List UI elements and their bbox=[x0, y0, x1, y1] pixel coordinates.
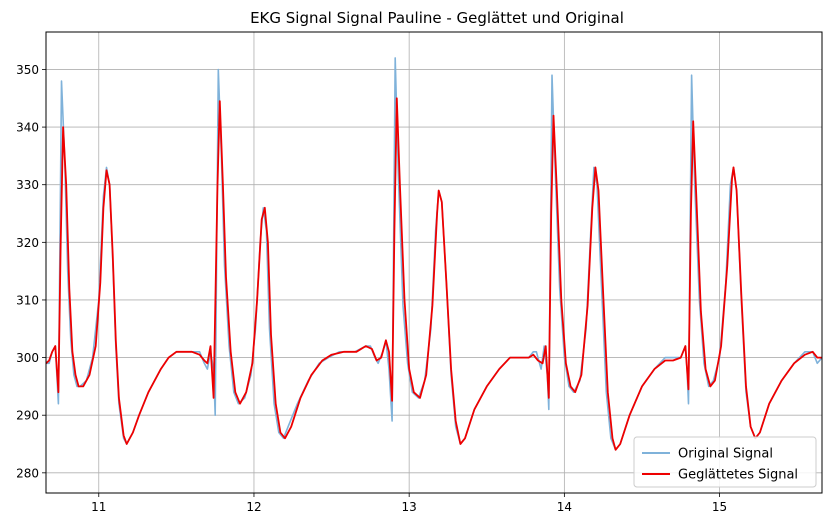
plot-frame bbox=[45, 31, 823, 494]
legend-box bbox=[633, 436, 817, 488]
y-tick-label: 300 bbox=[16, 351, 39, 365]
y-tick-label: 320 bbox=[16, 236, 39, 250]
x-tick-label: 14 bbox=[557, 500, 572, 514]
x-tick-label: 12 bbox=[246, 500, 261, 514]
y-tick-label: 280 bbox=[16, 466, 39, 480]
x-axis: 11 12 13 14 15 bbox=[91, 493, 727, 514]
x-tick-label: 15 bbox=[712, 500, 727, 514]
legend-label-original: Original Signal bbox=[678, 447, 773, 462]
legend: Original Signal Geglättetes Signal bbox=[633, 436, 817, 488]
x-tick-label: 13 bbox=[402, 500, 417, 514]
y-tick-label: 340 bbox=[16, 121, 39, 135]
y-tick-label: 330 bbox=[16, 178, 39, 192]
y-tick-label: 290 bbox=[16, 409, 39, 423]
y-axis: 280 290 300 310 320 330 340 350 bbox=[16, 63, 46, 480]
x-tick-label: 11 bbox=[91, 500, 106, 514]
chart-title: EKG Signal Signal Pauline - Geglättet un… bbox=[250, 9, 624, 27]
plot-area bbox=[46, 57, 822, 451]
y-tick-label: 350 bbox=[16, 63, 39, 77]
y-tick-label: 310 bbox=[16, 293, 39, 307]
series-line-smoothed bbox=[46, 97, 822, 451]
grid-lines bbox=[46, 32, 822, 493]
legend-label-smoothed: Geglättetes Signal bbox=[678, 468, 798, 483]
series-line-original bbox=[46, 57, 822, 451]
